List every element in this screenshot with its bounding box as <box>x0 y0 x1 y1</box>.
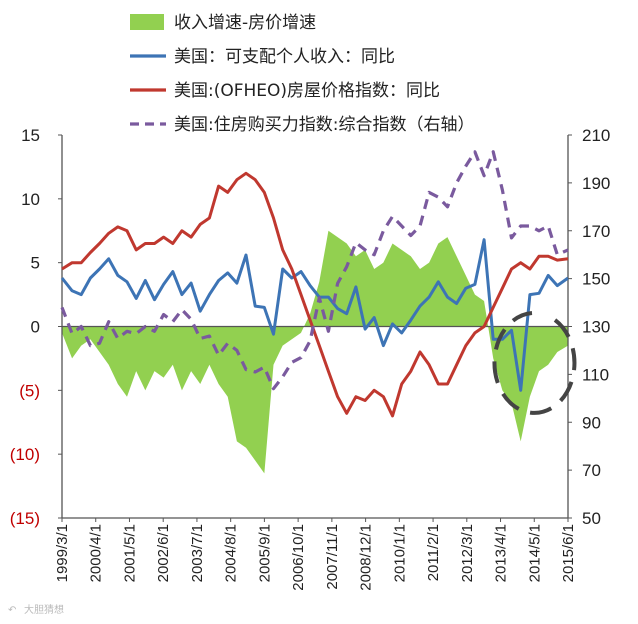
tick-labels: 151050(5)(10)(15)21019017015013011090705… <box>10 126 611 591</box>
legend-label: 美国:(OFHEO)房屋价格指数：同比 <box>174 81 440 101</box>
right-tick-label: 130 <box>582 318 610 337</box>
right-tick-label: 70 <box>582 461 601 480</box>
series-2-line <box>61 171 569 418</box>
left-tick-label: 5 <box>31 254 40 273</box>
right-tick-label: 190 <box>582 174 610 193</box>
left-tick-label: 0 <box>31 318 40 337</box>
x-tick-label: 2014/5/1 <box>526 524 543 582</box>
series-3-line <box>60 150 569 391</box>
x-tick-label: 2008/12/1 <box>358 524 375 591</box>
watermark-icon: ↶ <box>8 605 16 616</box>
x-tick-label: 2006/10/1 <box>290 524 307 591</box>
left-tick-label: (5) <box>19 381 40 400</box>
x-tick-label: 2001/5/1 <box>121 524 138 582</box>
highlight-dashed-circle <box>492 311 577 415</box>
x-tick-label: 2005/9/1 <box>256 524 273 582</box>
right-tick-label: 210 <box>582 126 610 145</box>
right-tick-label: 110 <box>582 365 609 384</box>
x-tick-label: 2011/2/1 <box>425 524 442 581</box>
left-tick-label: (15) <box>10 509 40 528</box>
x-tick-label: 1999/3/1 <box>54 524 71 582</box>
x-tick-label: 2013/4/1 <box>493 524 510 582</box>
x-tick-label: 2007/11/1 <box>324 524 341 590</box>
x-tick-label: 2002/6/1 <box>155 524 172 582</box>
x-tick-label: 2004/8/1 <box>223 524 240 582</box>
area-income-minus-house <box>62 230 568 474</box>
annotation <box>492 311 577 415</box>
left-tick-label: (10) <box>10 445 40 464</box>
legend-label: 美国：可支配个人收入：同比 <box>174 47 395 67</box>
income-minus-house-area-layer <box>62 230 568 474</box>
x-tick-label: 2015/6/1 <box>560 524 577 582</box>
left-tick-label: 15 <box>21 126 40 145</box>
legend-label: 美国:住房购买力指数:综合指数（右轴） <box>174 115 474 135</box>
left-tick-label: 10 <box>21 190 40 209</box>
right-tick-label: 50 <box>582 509 601 528</box>
x-tick-label: 2012/3/1 <box>459 524 476 582</box>
legend-label: 收入增速-房价增速 <box>174 13 316 33</box>
series-lines <box>60 150 569 418</box>
x-tick-label: 2003/7/1 <box>189 524 206 582</box>
right-tick-label: 90 <box>582 413 601 432</box>
watermark: ↶ 大胆猜想 <box>8 603 64 616</box>
x-tick-label: 2010/1/1 <box>391 524 408 582</box>
right-tick-label: 150 <box>582 270 610 289</box>
series-1-line <box>60 238 569 392</box>
right-tick-label: 170 <box>582 222 610 241</box>
legend-swatch-area <box>130 14 164 30</box>
legend: 收入增速-房价增速美国：可支配个人收入：同比美国:(OFHEO)房屋价格指数：同… <box>130 13 474 135</box>
watermark-text: 大胆猜想 <box>24 603 64 616</box>
x-tick-label: 2000/4/1 <box>88 524 105 582</box>
